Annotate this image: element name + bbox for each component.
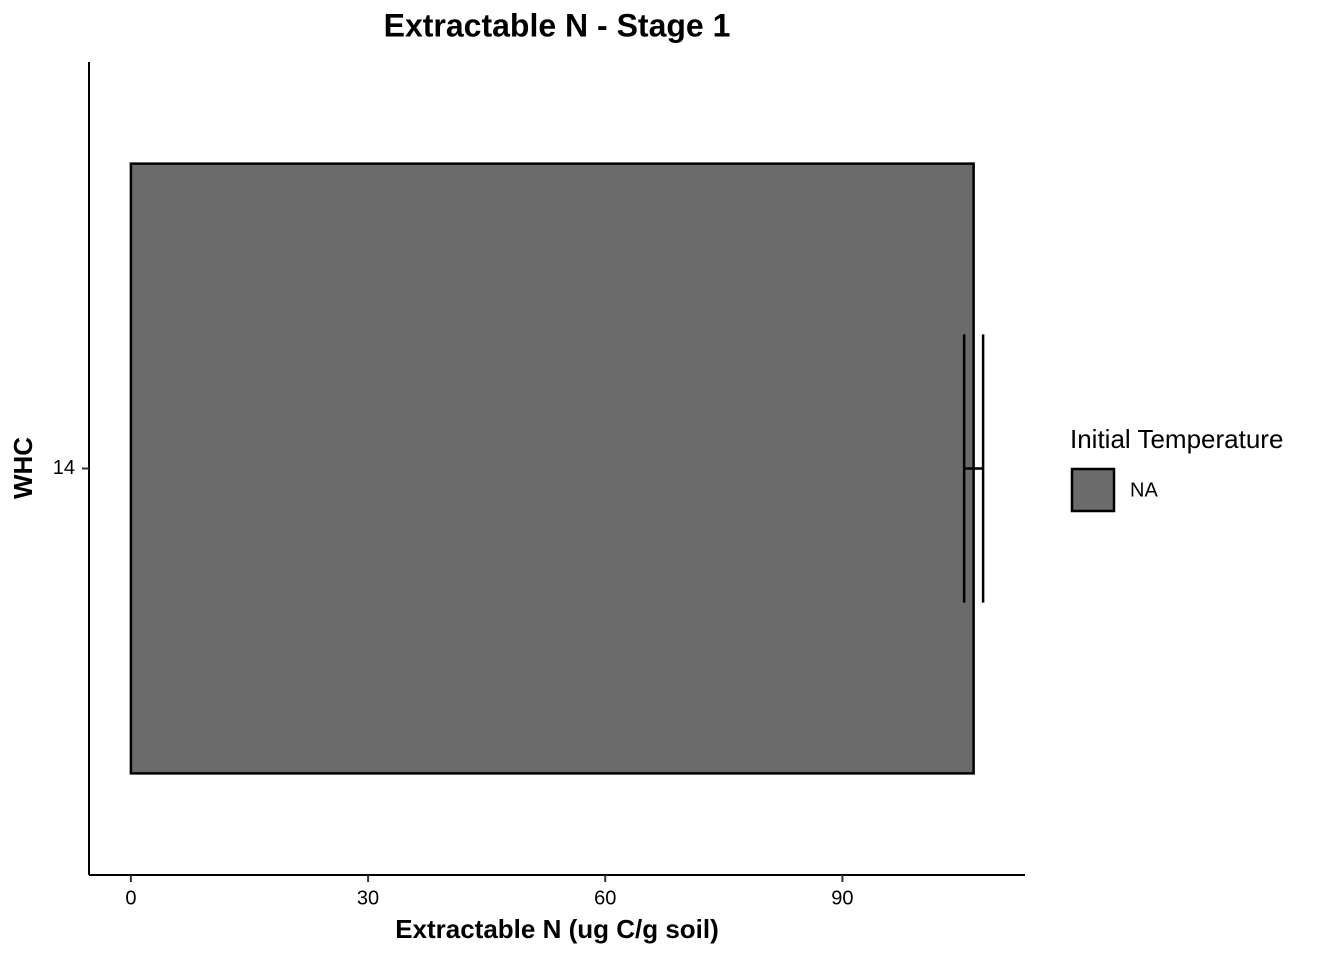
legend-title: Initial Temperature (1070, 424, 1283, 454)
x-tick-label: 60 (594, 887, 616, 909)
chart-title: Extractable N - Stage 1 (384, 7, 731, 43)
bar (129, 162, 975, 775)
legend-swatch (1070, 467, 1116, 513)
error-bar (962, 334, 985, 603)
x-tick-label: 0 (125, 887, 136, 909)
y-axis-title: WHC (8, 437, 38, 499)
x-tick-label: 90 (831, 887, 853, 909)
x-tick-label: 30 (357, 887, 379, 909)
legend-label: NA (1130, 479, 1158, 501)
y-tick-label: 14 (53, 457, 75, 479)
x-axis-title: Extractable N (ug C/g soil) (395, 914, 719, 944)
